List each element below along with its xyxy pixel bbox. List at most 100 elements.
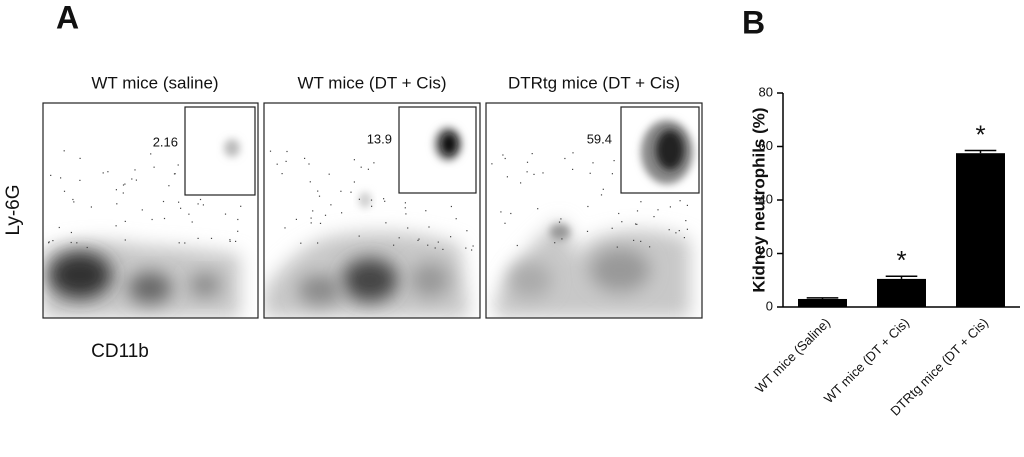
event-dot — [284, 227, 286, 229]
event-dot — [63, 190, 66, 192]
gate-value: 13.9 — [367, 131, 392, 146]
event-dot — [613, 160, 615, 162]
event-dot — [465, 247, 467, 249]
event-dot — [199, 198, 202, 201]
event-dot — [317, 190, 319, 192]
event-dot — [52, 240, 54, 242]
event-dot — [404, 202, 406, 204]
bar — [877, 278, 926, 307]
event-dot — [73, 201, 75, 203]
event-dot — [635, 223, 637, 225]
gate — [398, 106, 477, 194]
event-dot — [560, 218, 562, 220]
event-dot — [587, 205, 589, 208]
event-dot — [526, 161, 529, 163]
plot-title: DTRtg mice (DT + Cis) — [508, 73, 680, 92]
event-dot — [358, 198, 360, 200]
event-dot — [286, 150, 288, 153]
event-dot — [48, 241, 50, 243]
event-dot — [554, 242, 556, 244]
event-dot — [516, 244, 518, 247]
event-dot — [526, 171, 528, 173]
event-dot — [686, 228, 688, 230]
event-dot — [124, 239, 126, 241]
panel-letter: B — [742, 4, 765, 40]
event-dot — [502, 154, 504, 156]
event-dot — [417, 239, 419, 241]
event-dot — [191, 221, 193, 223]
event-dot — [237, 230, 239, 232]
event-dot — [116, 203, 118, 205]
event-dot — [455, 218, 457, 220]
event-dot — [177, 164, 179, 166]
event-dot — [72, 198, 74, 201]
event-dot — [269, 150, 272, 152]
event-dot — [353, 159, 355, 161]
event-dot — [373, 162, 375, 164]
event-dot — [240, 205, 242, 207]
event-dot — [122, 184, 125, 186]
event-dot — [471, 249, 473, 251]
event-dot — [504, 157, 506, 160]
event-dot — [309, 181, 311, 183]
event-dot — [405, 213, 407, 215]
event-dot — [237, 218, 239, 221]
event-dot — [398, 237, 400, 239]
event-dot — [285, 160, 287, 162]
event-dot — [360, 166, 362, 168]
event-dot — [425, 210, 427, 212]
plot-frame — [263, 102, 481, 319]
event-dot — [442, 248, 444, 250]
density-plot — [264, 127, 470, 318]
event-dot — [371, 205, 373, 207]
event-dot — [504, 222, 506, 224]
event-dot — [324, 214, 327, 216]
y-axis-label: Ly-6G — [3, 184, 24, 235]
event-dot — [640, 240, 642, 242]
y-tick-label: 80 — [759, 84, 773, 99]
event-dot — [162, 200, 165, 203]
event-dot — [537, 208, 539, 210]
event-dot — [572, 152, 574, 154]
event-dot — [621, 221, 623, 223]
event-dot — [586, 230, 589, 232]
event-dot — [506, 176, 508, 178]
event-dot — [500, 211, 502, 213]
event-dot — [168, 185, 170, 187]
event-dot — [520, 182, 522, 184]
event-dot — [70, 241, 72, 244]
event-dot — [124, 183, 126, 185]
event-dot — [564, 157, 566, 160]
event-dot — [636, 223, 638, 225]
event-dot — [404, 207, 406, 209]
event-dot — [618, 212, 620, 215]
event-dot — [370, 199, 373, 201]
event-dot — [151, 218, 153, 221]
event-dot — [312, 210, 314, 212]
event-dot — [317, 242, 319, 244]
event-dot — [131, 178, 133, 180]
event-dot — [616, 246, 618, 248]
event-dot — [229, 239, 231, 241]
event-dot — [310, 222, 312, 224]
event-dot — [407, 227, 409, 229]
plot-title: WT mice (saline) — [91, 73, 218, 92]
y-tick-label: 40 — [759, 191, 773, 206]
event-dot — [533, 173, 535, 175]
event-dot — [135, 179, 137, 181]
event-dot — [134, 169, 136, 171]
event-dot — [358, 235, 360, 237]
event-dot — [602, 188, 604, 190]
event-dot — [79, 157, 81, 159]
gate-value: 59.4 — [587, 131, 612, 146]
event-dot — [310, 217, 312, 219]
density-plot — [495, 120, 693, 318]
event-dot — [589, 172, 591, 174]
event-dot — [353, 181, 355, 183]
event-dot — [531, 153, 533, 155]
event-dot — [683, 237, 685, 239]
event-dot — [636, 210, 639, 212]
event-dot — [572, 168, 574, 170]
event-dot — [328, 173, 330, 175]
